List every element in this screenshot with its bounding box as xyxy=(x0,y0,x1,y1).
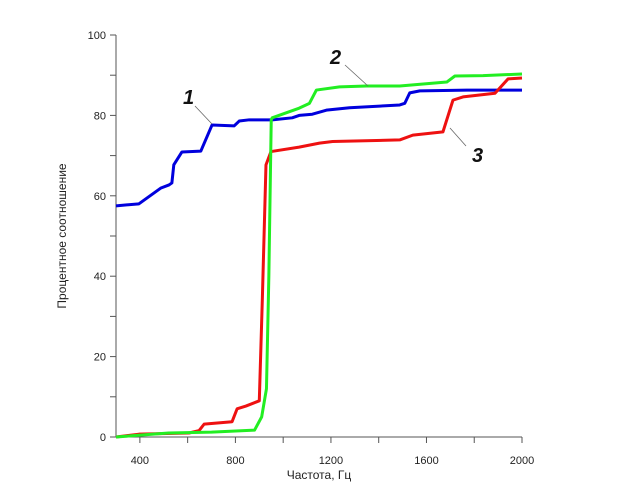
y-tick-label: 40 xyxy=(94,271,106,283)
axes: 0 20 40 60 80 100 400 800 1200 1600 2000 xyxy=(88,30,535,467)
curve-label: 3 xyxy=(472,145,483,167)
y-tick-label: 60 xyxy=(94,191,106,203)
series-line-3 xyxy=(115,76,523,439)
series-lines xyxy=(115,72,523,439)
curve-label: 1 xyxy=(183,87,194,109)
x-tick-label: 400 xyxy=(131,455,149,467)
curve-labels: 1 2 3 xyxy=(183,47,483,167)
x-tick-label: 800 xyxy=(226,455,244,467)
leader-line xyxy=(344,64,369,87)
x-tick-label: 2000 xyxy=(510,455,534,467)
x-axis-label: Частота, Гц xyxy=(287,468,352,482)
y-tick-label: 0 xyxy=(100,432,106,444)
y-tick-label: 80 xyxy=(94,110,106,122)
curve-label: 2 xyxy=(329,47,341,69)
series-line-2 xyxy=(115,72,523,439)
series-line-1 xyxy=(115,88,522,208)
leader-line xyxy=(194,105,213,125)
x-tick-label: 1600 xyxy=(414,455,438,467)
y-tick-label: 100 xyxy=(88,30,106,42)
y-axis-label: Процентное соотношение xyxy=(55,163,69,308)
leader-line xyxy=(449,127,467,147)
x-tick-label: 1200 xyxy=(319,455,343,467)
y-tick-label: 20 xyxy=(94,352,106,364)
